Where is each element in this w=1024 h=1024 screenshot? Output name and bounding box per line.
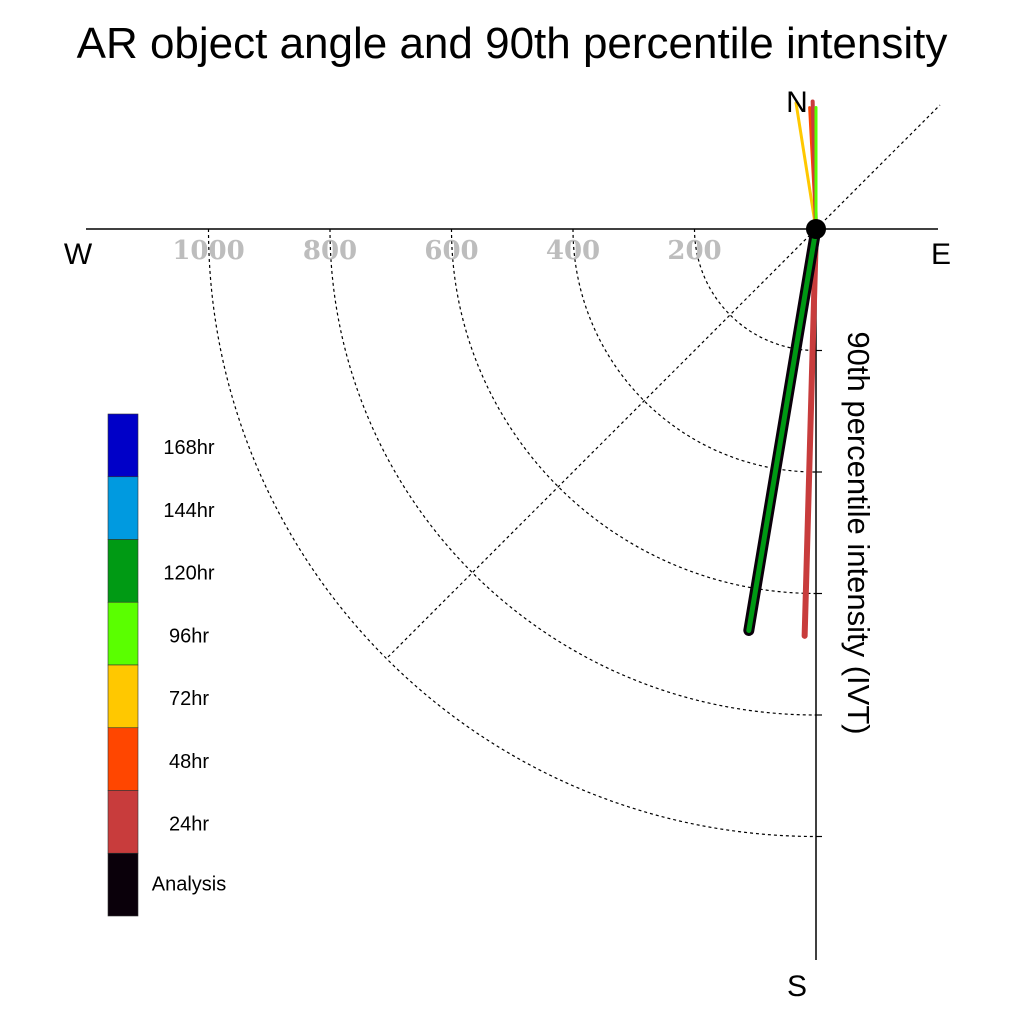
legend-swatch (107, 476, 139, 540)
radial-tick-labels: 200 400 600 800 1000 (172, 236, 721, 266)
grid-arc-600 (450, 228, 817, 595)
series-layer (743, 99, 822, 639)
compass-east: E (931, 238, 951, 271)
legend-label: 24hr (169, 814, 209, 836)
legend-swatch (107, 727, 139, 791)
y-axis-label: 90th percentile intensity (IVT) (841, 331, 876, 734)
legend-swatch (107, 539, 139, 603)
compass-west: W (64, 238, 93, 271)
compass-south: S (787, 970, 807, 1003)
legend-label: 48hr (169, 751, 209, 773)
legend-label: 168hr (163, 437, 214, 459)
series-line-120hr (746, 226, 819, 633)
chart-title: AR object angle and 90th percentile inte… (77, 19, 948, 68)
grid-arc-400 (572, 228, 817, 473)
legend-label: Analysis (152, 873, 226, 895)
legend-label: 120hr (163, 563, 214, 585)
legend-label: 72hr (169, 688, 209, 710)
legend-swatch (107, 790, 139, 854)
radial-tick-label: 800 (303, 236, 357, 266)
grid-layer (207, 228, 822, 838)
radial-tick-label: 400 (546, 236, 600, 266)
grid-arc-800 (329, 228, 817, 716)
legend-label: 96hr (169, 625, 209, 647)
legend-swatch (107, 664, 139, 729)
grid-arc-200 (693, 228, 817, 352)
legend-swatch (107, 601, 139, 666)
legend-swatch (107, 852, 139, 917)
grid-arc-1000 (207, 228, 817, 838)
legend-label: 144hr (163, 500, 214, 522)
axes-layer (86, 104, 941, 960)
radial-tick-label: 1000 (172, 236, 244, 266)
legend: 168hr 144hr 120hr 96hr 72hr 48hr 24hr Analysis (107, 413, 226, 917)
radial-tick-label: 600 (424, 236, 478, 266)
series-line-72hr (794, 101, 818, 231)
series-line-24hr (801, 226, 819, 639)
diagonal-grid-line (387, 104, 941, 658)
compass-north: N (786, 86, 808, 119)
legend-swatch (107, 413, 139, 478)
origin-marker (806, 219, 826, 239)
radial-tick-label: 200 (667, 236, 721, 266)
